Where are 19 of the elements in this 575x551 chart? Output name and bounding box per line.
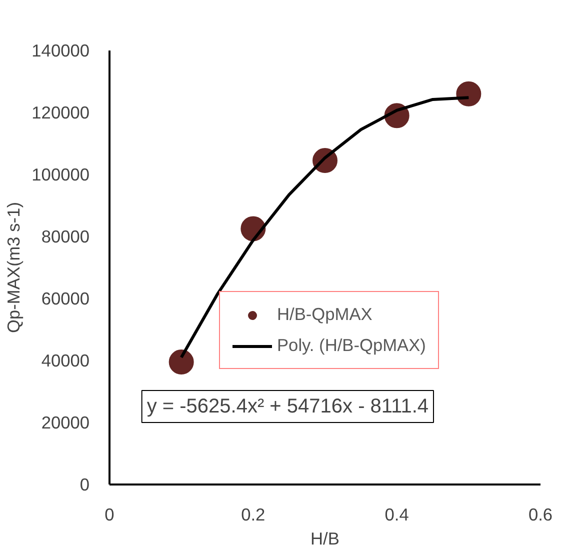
y-tick-label: 120000 bbox=[32, 102, 90, 122]
x-tick-label: 0 bbox=[104, 504, 114, 524]
x-tick-label: 0.2 bbox=[241, 504, 266, 524]
x-tick-label: 0.6 bbox=[528, 504, 553, 524]
point bbox=[168, 350, 194, 375]
y-tick-label: 20000 bbox=[41, 412, 90, 432]
y-tick-label: 80000 bbox=[41, 226, 90, 246]
y-tick-label: 140000 bbox=[32, 40, 90, 60]
y-tick-label: 40000 bbox=[41, 350, 90, 370]
y-tick-label: 60000 bbox=[41, 288, 90, 308]
y-axis-title: Qp-MAX(m3 s-1) bbox=[4, 202, 24, 333]
y-tick-label: 100000 bbox=[32, 164, 90, 184]
annotation: y = -5625.4x² + 54716x - 8111.4 bbox=[146, 396, 428, 418]
y-tick-label: 0 bbox=[80, 474, 90, 494]
x-tick-label: 0.4 bbox=[384, 504, 410, 524]
legend-label: Poly. (H/B-QpMAX) bbox=[277, 335, 426, 356]
legend-label: H/B-QpMAX bbox=[277, 304, 372, 325]
x-axis-title: H/B bbox=[310, 528, 340, 548]
point bbox=[456, 81, 482, 106]
